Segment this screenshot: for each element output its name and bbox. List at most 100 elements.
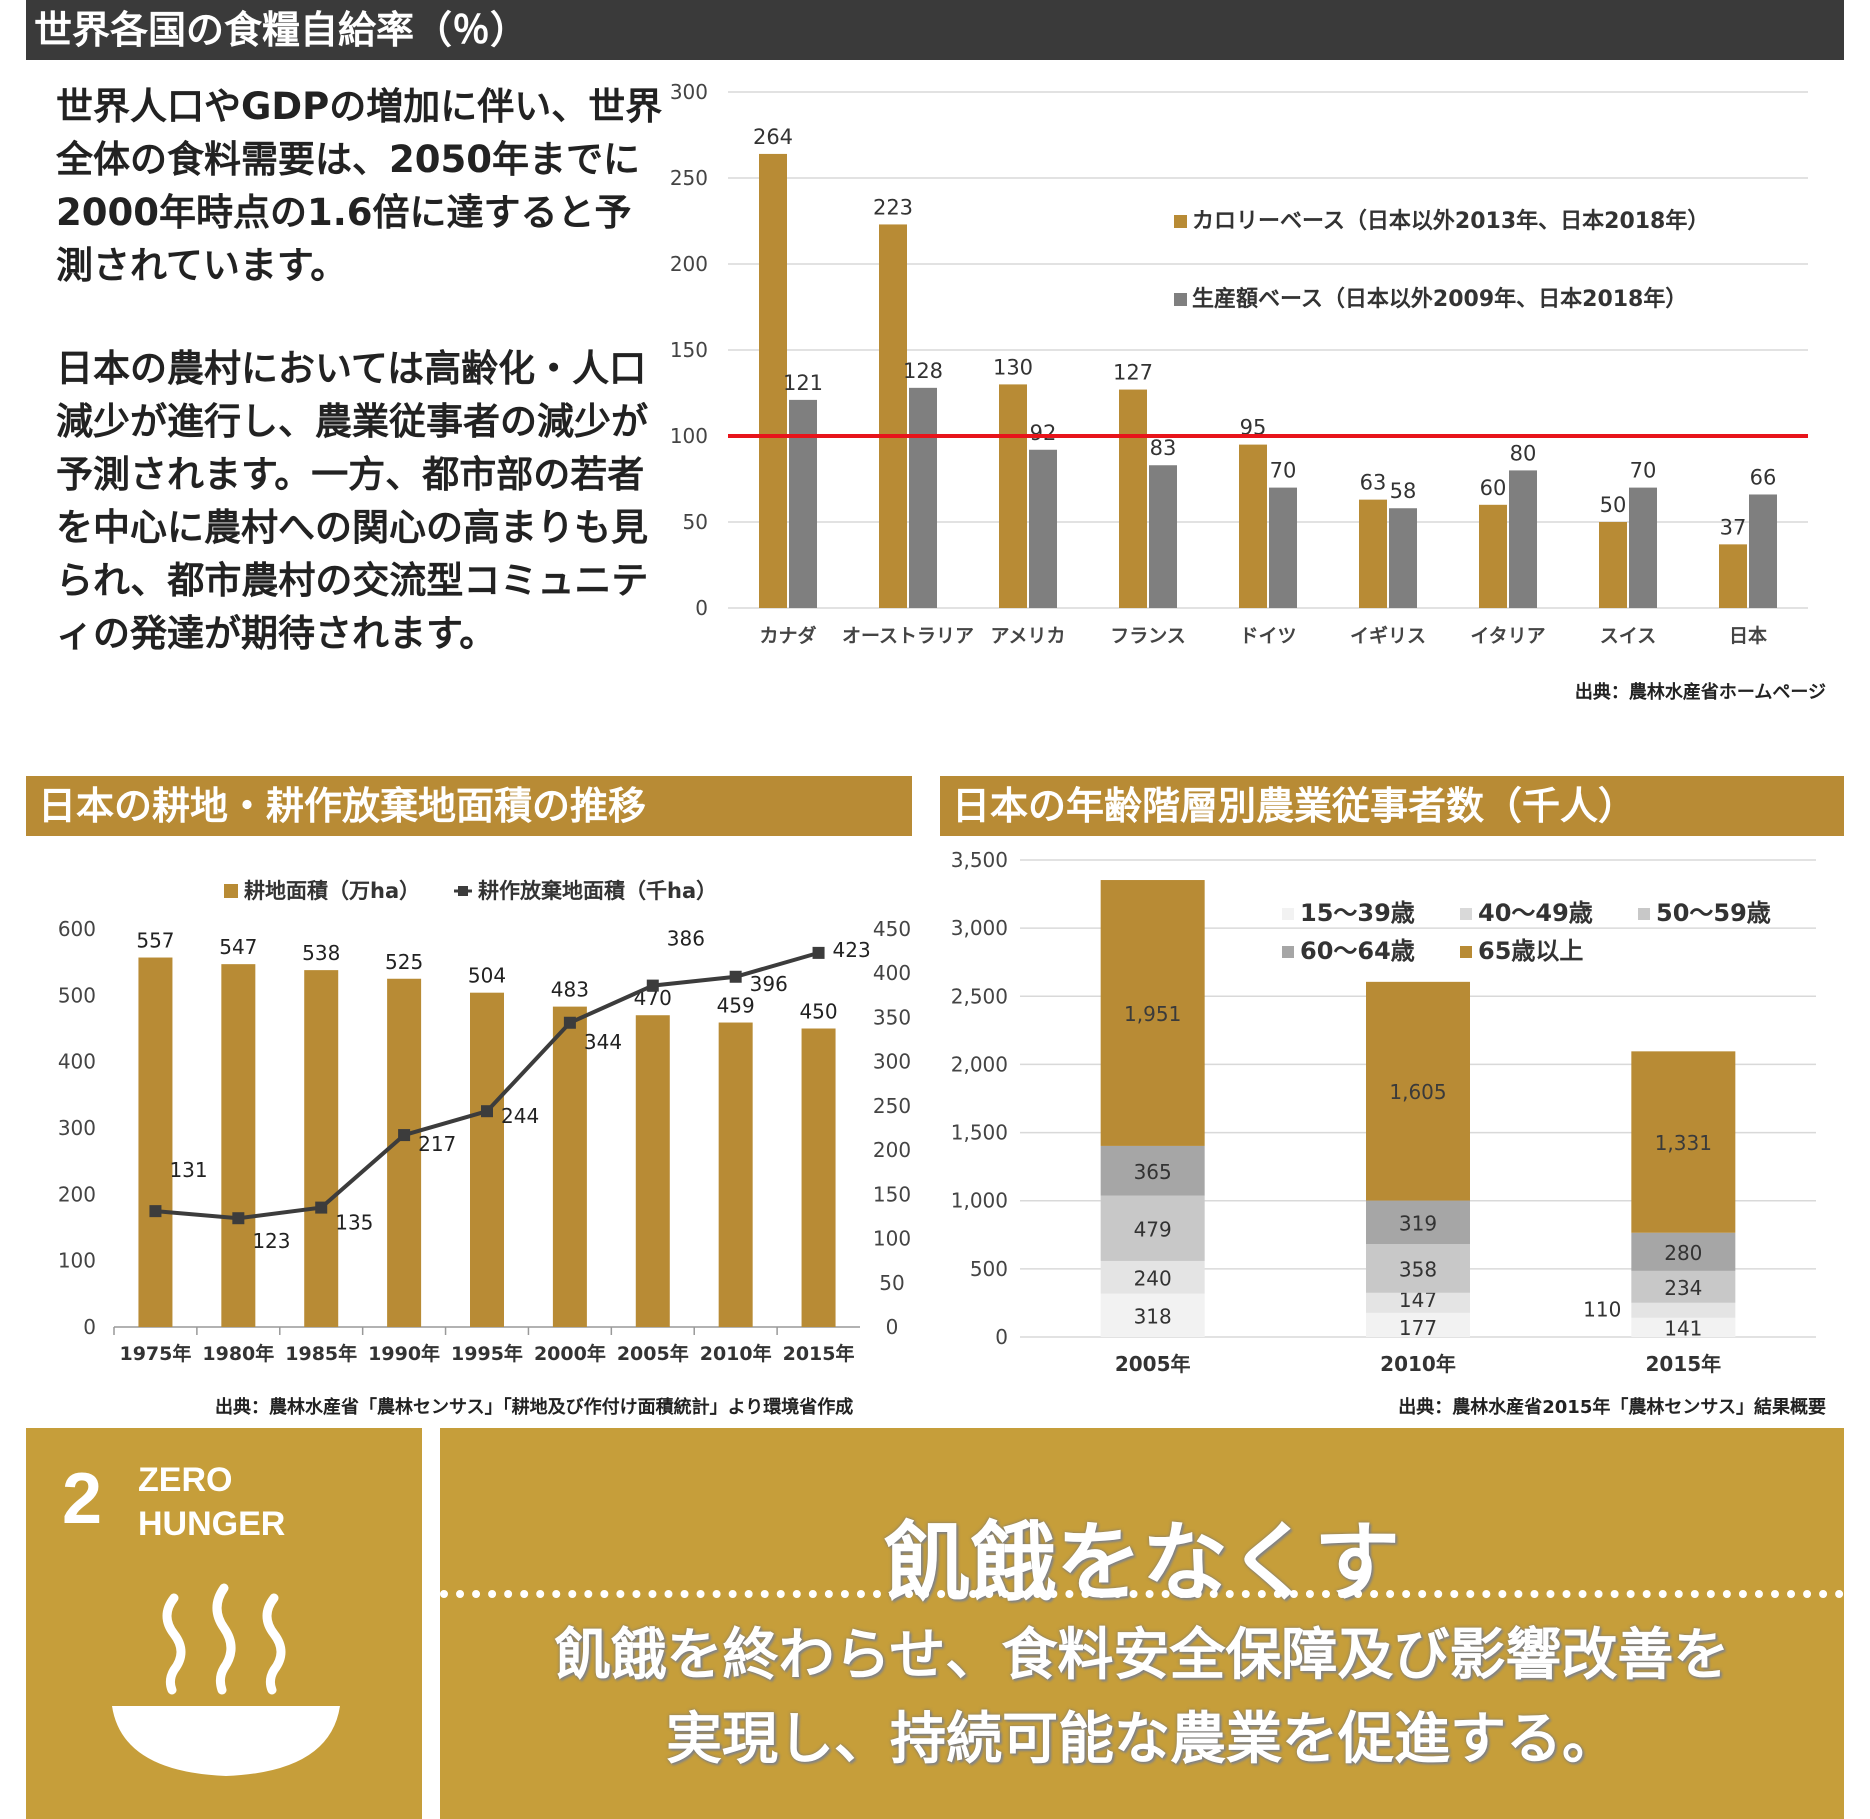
sdg-goal-2-panel: 飢餓をなくす 飢餓を終わらせ、食料安全保障及び影響改善を 実現し、持続可能な農業… bbox=[440, 1428, 1844, 1819]
intro-text: 世界人口やGDPの増加に伴い、世界全体の食料需要は、2050年までに2000年時… bbox=[56, 80, 666, 710]
y-tick-label-left: 100 bbox=[58, 1249, 96, 1273]
line-point bbox=[812, 946, 825, 959]
line-data-label: 244 bbox=[501, 1104, 539, 1128]
y-tick-label-left: 300 bbox=[58, 1116, 96, 1140]
bar bbox=[1479, 504, 1507, 608]
segment-data-label: 1,331 bbox=[1655, 1131, 1712, 1155]
stacked-segment bbox=[1100, 1260, 1205, 1294]
line-point bbox=[315, 1201, 328, 1214]
data-label: 37 bbox=[1720, 515, 1747, 539]
sdg-label-line1: ZERO bbox=[138, 1461, 233, 1499]
x-tick-label: 1980年 bbox=[202, 1342, 274, 1365]
sdg-label-line2: HUNGER bbox=[138, 1505, 286, 1543]
stacked-segment bbox=[1366, 1292, 1470, 1313]
line-data-label: 396 bbox=[750, 972, 788, 996]
data-label: 127 bbox=[1113, 361, 1153, 385]
intro-paragraph-2: 日本の農村においては高齢化・人口減少が進行し、農業従事者の減少が予測されます。一… bbox=[56, 347, 649, 655]
y-tick-label-right: 150 bbox=[873, 1182, 911, 1206]
segment-data-label: 240 bbox=[1134, 1266, 1172, 1290]
legend-label: 50～59歳 bbox=[1656, 899, 1771, 927]
bar bbox=[1509, 470, 1537, 608]
data-label: 223 bbox=[873, 195, 913, 219]
data-label: 264 bbox=[753, 125, 793, 149]
dotted-divider bbox=[440, 1590, 1844, 1598]
segment-data-label: 1,951 bbox=[1124, 1002, 1181, 1026]
segment-data-label: 177 bbox=[1399, 1316, 1437, 1340]
line-data-label: 423 bbox=[833, 938, 871, 962]
segment-data-label: 234 bbox=[1664, 1276, 1702, 1300]
legend-swatch bbox=[1174, 293, 1187, 306]
data-label: 83 bbox=[1150, 436, 1177, 460]
y-tick-label: 300 bbox=[670, 80, 708, 104]
bar-data-label: 557 bbox=[136, 929, 174, 953]
x-tick-label: イタリア bbox=[1470, 625, 1545, 647]
y-tick-label: 200 bbox=[670, 252, 708, 276]
bar bbox=[789, 399, 817, 608]
segment-data-label: 1,605 bbox=[1389, 1080, 1446, 1104]
y-tick-label: 0 bbox=[695, 596, 708, 620]
legend-label: 15～39歳 bbox=[1300, 899, 1415, 927]
y-tick-label-left: 400 bbox=[58, 1050, 96, 1074]
x-tick-label: スイス bbox=[1600, 625, 1656, 647]
intro-paragraph-1: 世界人口やGDPの増加に伴い、世界全体の食料需要は、2050年までに2000年時… bbox=[56, 85, 663, 287]
bowl-steam-icon bbox=[112, 1583, 340, 1776]
legend-label: 40～49歳 bbox=[1478, 899, 1593, 927]
y-tick-label: 150 bbox=[670, 338, 708, 362]
bar bbox=[1359, 499, 1387, 608]
y-tick-label-left: 600 bbox=[58, 917, 96, 941]
segment-data-label: 141 bbox=[1664, 1316, 1702, 1340]
sdg-number: 2 bbox=[62, 1459, 103, 1539]
x-tick-label: イギリス bbox=[1350, 625, 1426, 647]
bar bbox=[1629, 487, 1657, 608]
data-label: 80 bbox=[1510, 441, 1537, 465]
y-tick-label: 1,000 bbox=[951, 1189, 1008, 1213]
data-label: 92 bbox=[1030, 421, 1057, 445]
bar bbox=[1119, 389, 1147, 608]
line-point bbox=[563, 1016, 576, 1029]
bar bbox=[1239, 444, 1267, 608]
bar bbox=[879, 224, 907, 608]
line-data-label: 217 bbox=[418, 1132, 456, 1156]
stacked-segment bbox=[1631, 1232, 1736, 1271]
stacked-segment bbox=[1100, 1195, 1205, 1261]
legend-swatch bbox=[1460, 908, 1472, 920]
y-tick-label-right: 450 bbox=[873, 917, 911, 941]
bar bbox=[221, 964, 256, 1327]
y-tick-label-left: 0 bbox=[83, 1315, 96, 1339]
bar-data-label: 547 bbox=[219, 935, 257, 959]
y-tick-label: 0 bbox=[995, 1325, 1008, 1349]
y-tick-label-right: 350 bbox=[873, 1005, 911, 1029]
stacked-segment bbox=[1100, 1145, 1205, 1196]
legend-swatch bbox=[224, 884, 238, 898]
bar bbox=[759, 153, 787, 609]
bar-data-label: 483 bbox=[551, 978, 589, 1002]
stacked-segment bbox=[1631, 1051, 1736, 1233]
segment-data-label: 280 bbox=[1664, 1241, 1702, 1265]
segment-data-label: 110 bbox=[1583, 1297, 1621, 1321]
stacked-segment bbox=[1100, 1293, 1205, 1337]
sdg-subtitle-line1: 飢餓を終わらせ、食料安全保障及び影響改善を bbox=[554, 1623, 1730, 1688]
line-data-label: 344 bbox=[584, 1030, 622, 1054]
y-tick-label: 3,000 bbox=[951, 916, 1008, 940]
x-tick-label: オーストラリア bbox=[842, 625, 974, 647]
legend-label: 65歳以上 bbox=[1478, 937, 1583, 965]
sdg-goal-2-tile: 2 ZERO HUNGER bbox=[26, 1428, 422, 1819]
bar bbox=[1719, 544, 1747, 608]
y-tick-label-right: 200 bbox=[873, 1138, 911, 1162]
bar bbox=[1599, 522, 1627, 608]
x-tick-label: 1990年 bbox=[368, 1342, 440, 1365]
y-tick-label: 50 bbox=[683, 510, 708, 534]
segment-data-label: 365 bbox=[1134, 1160, 1172, 1184]
line-data-label: 123 bbox=[252, 1229, 290, 1253]
line-data-label: 386 bbox=[667, 927, 705, 951]
stacked-segment bbox=[1631, 1302, 1736, 1318]
y-tick-label-right: 100 bbox=[873, 1227, 911, 1251]
x-tick-label: カナダ bbox=[759, 624, 816, 647]
bar bbox=[801, 1028, 836, 1327]
line-data-label: 135 bbox=[335, 1211, 373, 1235]
bar bbox=[635, 1015, 670, 1327]
y-tick-label-right: 400 bbox=[873, 961, 911, 985]
y-tick-label: 500 bbox=[970, 1257, 1008, 1281]
farmland-chart: 0 100 200 300 400 500 600 0 50 100 150 200 250 300 350… bbox=[58, 879, 911, 1365]
line-point bbox=[398, 1129, 411, 1142]
